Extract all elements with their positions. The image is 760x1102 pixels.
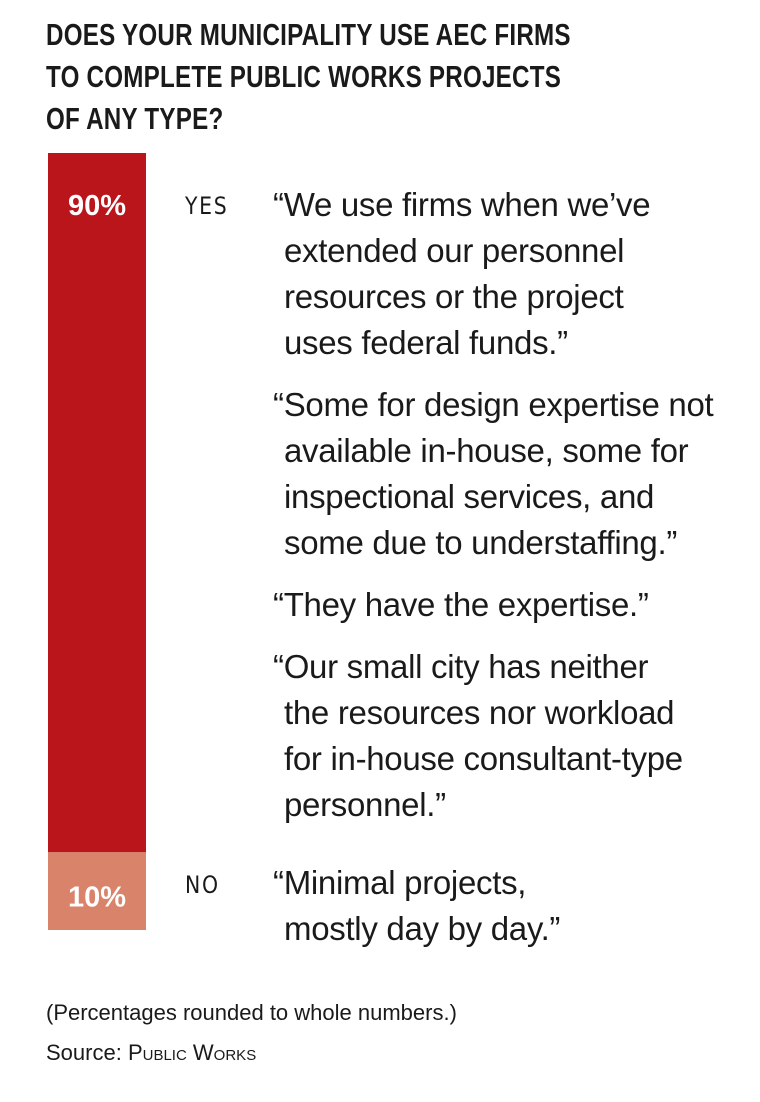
bar-value-label: 90% [68,190,126,222]
quote-line: inspectional services, and [284,478,655,515]
bar-value-label: 10% [68,881,126,913]
quote-no: “Minimal projects, mostly day by day.” [273,860,560,952]
quote-line: personnel.” [284,786,446,823]
quote-line: the resources nor workload [284,694,675,731]
chart-title: DOES YOUR MUNICIPALITY USE AEC FIRMS TO … [46,14,670,140]
quote-line: available in-house, some for [284,432,689,469]
quote-line: “Minimal projects, [273,864,527,901]
title-line: OF ANY TYPE? [46,101,224,136]
quote-line: “Some for design expertise not [273,386,714,423]
quote-yes: “We use firms when we’ve extended our per… [273,182,651,366]
title-line: TO COMPLETE PUBLIC WORKS PROJECTS [46,59,562,94]
bar-segment-yes [48,153,146,853]
quote-line: “We use firms when we’ve [273,186,651,223]
quote-line: uses federal funds.” [284,324,568,361]
source-label: Source: [46,1040,122,1065]
category-label-no: NO [185,871,220,899]
quote-line: extended our personnel [284,232,625,269]
quote-line: some due to understaffing.” [284,524,678,561]
source-line: Source: Public Works [46,1040,256,1066]
footnote: (Percentages rounded to whole numbers.) [46,1000,457,1025]
quote-yes: “Some for design expertise not available … [273,382,714,566]
quote-line: mostly day by day.” [284,910,561,947]
quote-line: for in-house consultant-type [284,740,683,777]
category-label-yes: YES [185,192,229,220]
title-line: DOES YOUR MUNICIPALITY USE AEC FIRMS [46,17,571,52]
bar-segment-no [48,852,146,930]
source-name: Public Works [127,1040,257,1065]
quote-yes: “Our small city has neither the resources… [273,644,683,828]
quote-yes: “They have the expertise.” [273,582,649,628]
quote-line: “They have the expertise.” [273,586,649,623]
quote-line: “Our small city has neither [273,648,649,685]
quote-line: resources or the project [284,278,624,315]
